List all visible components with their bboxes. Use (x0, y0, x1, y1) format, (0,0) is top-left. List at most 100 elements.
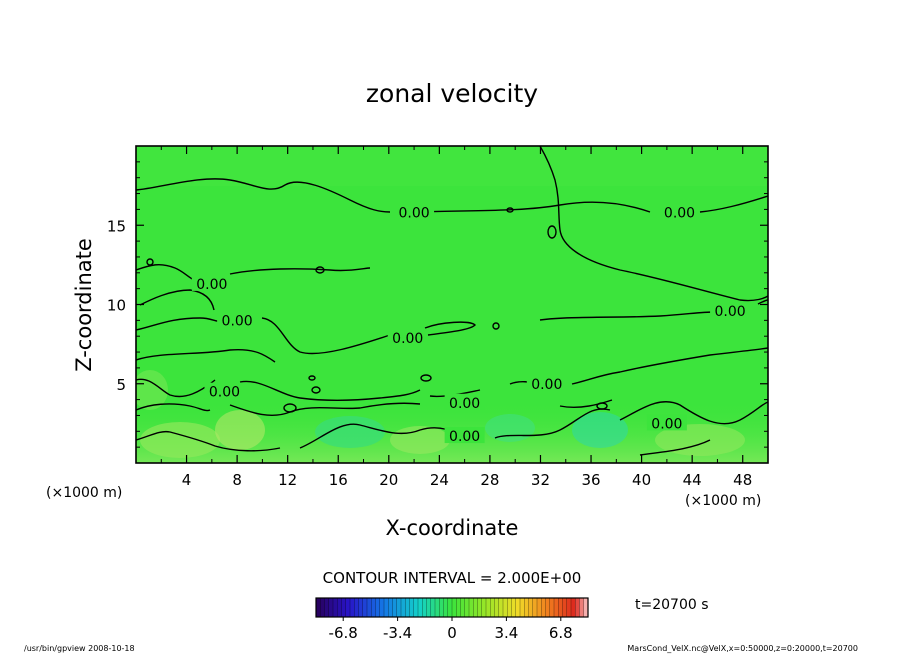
x-unit-right-label: (×1000 m) (685, 493, 761, 509)
colorbar-cell (430, 598, 436, 617)
colorbar-cell (456, 598, 462, 617)
time-label: t=20700 s (635, 597, 709, 613)
colorbar-cell (511, 598, 517, 617)
colorbar-cell (388, 598, 394, 617)
contour-label-bg (204, 382, 245, 399)
colorbar-cell (473, 598, 479, 617)
contour-label: 0.00 (392, 331, 423, 347)
x-tick-label: 28 (480, 471, 499, 489)
colorbar-cell (350, 598, 355, 617)
colorbar-cell (409, 598, 415, 617)
colorbar-cell (464, 598, 470, 617)
x-tick-label: 40 (632, 471, 651, 489)
colorbar-cell (324, 598, 330, 617)
colorbar-cell (320, 598, 326, 617)
colorbar-cell (447, 598, 453, 617)
colorbar-tick-label: -3.4 (383, 624, 412, 642)
contour-label-bg (217, 311, 258, 328)
chart-title: zonal velocity (366, 79, 538, 108)
contour-label: 0.00 (196, 277, 227, 293)
colorbar-cell (503, 598, 508, 617)
y-tick-label: 10 (107, 297, 126, 315)
colorbar-cell (545, 598, 551, 617)
colorbar-cell (405, 598, 411, 617)
colorbar-tick-label: 6.8 (549, 624, 573, 642)
colorbar-cell (494, 598, 500, 617)
contour-label: 0.00 (664, 206, 695, 222)
x-tick-label: 4 (182, 471, 192, 489)
colorbar-cell (452, 598, 457, 617)
x-tick-label: 24 (430, 471, 449, 489)
contour-label-bg (394, 203, 435, 220)
colorbar-cell (486, 598, 491, 617)
colorbar-cell (532, 598, 538, 617)
colorbar-cell (481, 598, 487, 617)
contour-label: 0.00 (651, 416, 682, 432)
colorbar (316, 598, 589, 617)
contour-label-bg (387, 328, 428, 345)
colorbar-cell (554, 598, 559, 617)
colorbar-cell (345, 598, 351, 617)
footer-left: /usr/bin/gpview 2008-10-18 (24, 644, 135, 653)
colorbar-cell (337, 598, 343, 617)
contour-label: 0.00 (449, 429, 480, 445)
colorbar-cell (469, 598, 474, 617)
colorbar-cell (392, 598, 398, 617)
colorbar-cell (333, 598, 338, 617)
colorbar-cell (528, 598, 534, 617)
colorbar-cell (566, 598, 572, 617)
colorbar-cell (575, 598, 581, 617)
colorbar-cell (541, 598, 547, 617)
colorbar-cell (537, 598, 542, 617)
colorbar-tick-label: 0 (447, 624, 457, 642)
colorbar-cell (583, 598, 589, 617)
contour-label-bg (444, 393, 485, 410)
colorbar-cell (418, 598, 423, 617)
x-tick-label: 48 (733, 471, 752, 489)
contour-label-bg (646, 414, 687, 431)
colorbar-cell (328, 598, 334, 617)
colorbar-cell (443, 598, 449, 617)
colorbar-cell (358, 598, 364, 617)
colorbar-cell (316, 598, 321, 617)
colorbar-cell (354, 598, 360, 617)
colorbar-cell (520, 598, 525, 617)
x-tick-label: 44 (683, 471, 702, 489)
colorbar-cell (515, 598, 521, 617)
colorbar-cell (379, 598, 385, 617)
colorbar-cell (362, 598, 368, 617)
contour-label: 0.00 (449, 396, 480, 412)
x-tick-label: 36 (581, 471, 600, 489)
colorbar-cell (401, 598, 406, 617)
y-tick-label: 15 (107, 217, 126, 235)
contour-label-bg (444, 427, 485, 444)
colorbar-tick-label: 3.4 (494, 624, 518, 642)
colorbar-cell (396, 598, 402, 617)
colorbar-cell (439, 598, 445, 617)
contour-label-bg (659, 203, 700, 220)
contour-label-bg (526, 374, 567, 391)
contour-lines (136, 146, 768, 456)
y-tick-label: 5 (116, 376, 126, 394)
colorbar-cell (371, 598, 377, 617)
contour-label: 0.00 (209, 385, 240, 401)
x-tick-label: 32 (531, 471, 550, 489)
contour-label: 0.00 (714, 304, 745, 320)
x-tick-label: 16 (329, 471, 348, 489)
colorbar-cell (498, 598, 504, 617)
colorbar-cell (435, 598, 440, 617)
x-tick-label: 20 (379, 471, 398, 489)
colorbar-cell (490, 598, 496, 617)
colorbar-cell (341, 598, 347, 617)
y-axis-label: Z-coordinate (72, 238, 96, 372)
x-unit-left-label: (×1000 m) (46, 485, 122, 501)
colorbar-cell (375, 598, 381, 617)
contour-label-bg (191, 274, 232, 291)
colorbar-cell (426, 598, 432, 617)
colorbar-cell (422, 598, 428, 617)
contour-label: 0.00 (222, 313, 253, 329)
colorbar-cell (384, 598, 389, 617)
colorbar-cell (562, 598, 568, 617)
colorbar-cell (367, 598, 372, 617)
